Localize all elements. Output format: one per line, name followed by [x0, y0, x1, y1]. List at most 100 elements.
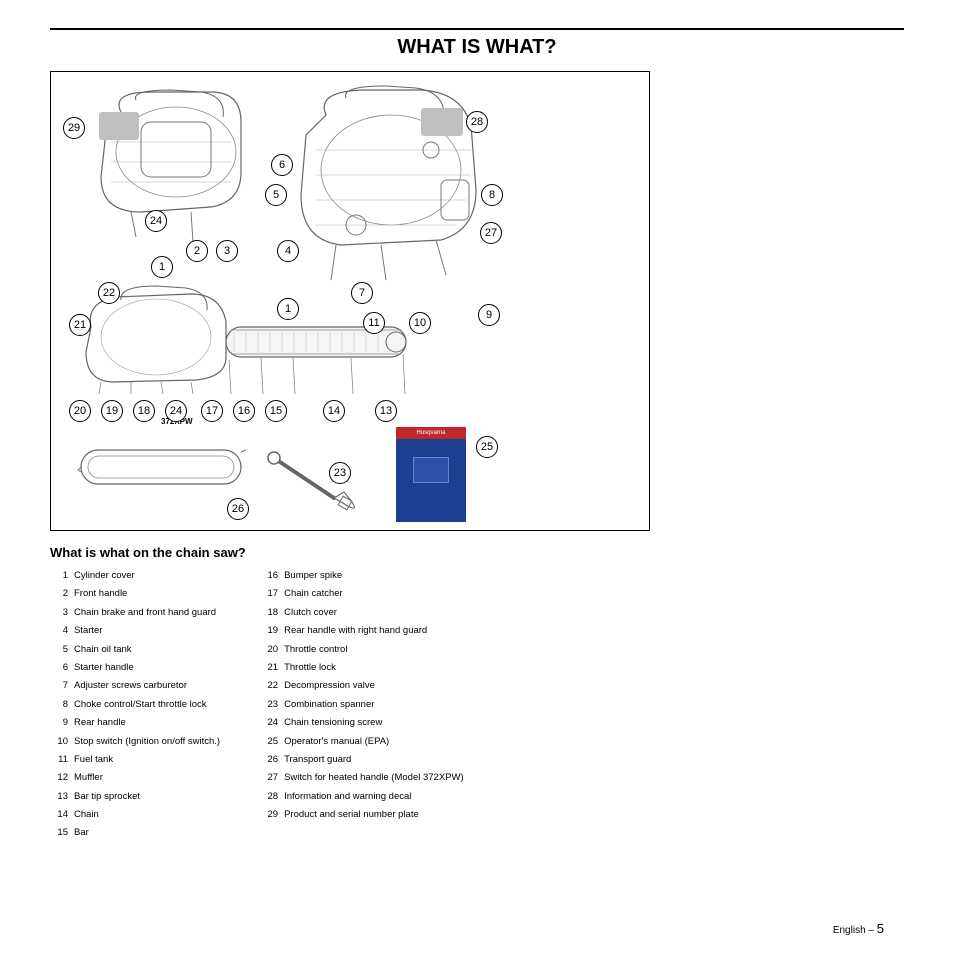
callout-28: 28 [466, 111, 488, 133]
part-label: Muffler [74, 772, 103, 783]
operators-manual-graphic: Husqvarna [396, 427, 466, 522]
part-label: Stop switch (Ignition on/off switch.) [74, 736, 220, 747]
part-row: 16Bumper spike [260, 570, 464, 581]
serial-plate-graphic [99, 112, 139, 140]
part-row: 27Switch for heated handle (Model 372XPW… [260, 772, 464, 783]
callout-14: 14 [323, 400, 345, 422]
manual-brand-stripe: Husqvarna [396, 427, 466, 439]
part-row: 10Stop switch (Ignition on/off switch.) [50, 736, 220, 747]
callout-24: 24 [165, 400, 187, 422]
part-label: Information and warning decal [284, 791, 411, 802]
part-row: 24Chain tensioning screw [260, 717, 464, 728]
part-number: 9 [50, 717, 68, 728]
part-number: 29 [260, 809, 278, 820]
part-number: 22 [260, 680, 278, 691]
part-number: 19 [260, 625, 278, 636]
callout-4: 4 [277, 240, 299, 262]
callout-2: 2 [186, 240, 208, 262]
warning-decal-graphic [421, 108, 463, 136]
part-row: 18 Clutch cover [260, 607, 464, 618]
callout-7: 7 [351, 282, 373, 304]
parts-diagram: 372XPW Husqvarna 29286582427234122711110… [50, 71, 650, 531]
part-label: Choke control/Start throttle lock [74, 699, 207, 710]
part-number: 8 [50, 699, 68, 710]
part-number: 21 [260, 662, 278, 673]
callout-3: 3 [216, 240, 238, 262]
part-number: 1 [50, 570, 68, 581]
part-label: Throttle lock [284, 662, 336, 673]
part-row: 1 Cylinder cover [50, 570, 220, 581]
callout-15: 15 [265, 400, 287, 422]
callout-10: 10 [409, 312, 431, 334]
part-label: Clutch cover [284, 607, 337, 618]
part-label: Cylinder cover [74, 570, 135, 581]
part-label: Transport guard [284, 754, 351, 765]
part-row: 29 Product and serial number plate [260, 809, 464, 820]
part-row: 6 Starter handle [50, 662, 220, 673]
part-label: Starter [74, 625, 103, 636]
callout-29: 29 [63, 117, 85, 139]
part-label: Chain [74, 809, 99, 820]
part-row: 15 Bar [50, 827, 220, 838]
top-rule [50, 28, 904, 30]
part-row: 12 Muffler [50, 772, 220, 783]
callout-8: 8 [481, 184, 503, 206]
part-number: 3 [50, 607, 68, 618]
part-number: 15 [50, 827, 68, 838]
part-row: 17Chain catcher [260, 588, 464, 599]
callout-22: 22 [98, 282, 120, 304]
part-number: 23 [260, 699, 278, 710]
part-number: 7 [50, 680, 68, 691]
part-row: 26 Transport guard [260, 754, 464, 765]
part-number: 5 [50, 644, 68, 655]
part-number: 6 [50, 662, 68, 673]
part-label: Starter handle [74, 662, 134, 673]
part-number: 26 [260, 754, 278, 765]
part-label: Chain oil tank [74, 644, 132, 655]
part-row: 28 Information and warning decal [260, 791, 464, 802]
part-number: 28 [260, 791, 278, 802]
part-row: 7 Adjuster screws carburetor [50, 680, 220, 691]
part-row: 13Bar tip sprocket [50, 791, 220, 802]
part-label: Chain brake and front hand guard [74, 607, 216, 618]
part-label: Product and serial number plate [284, 809, 419, 820]
page-footer: English – 5 [833, 921, 884, 936]
part-number: 14 [50, 809, 68, 820]
section-subtitle: What is what on the chain saw? [50, 545, 904, 560]
part-label: Adjuster screws carburetor [74, 680, 187, 691]
transport-guard-illustration [76, 442, 256, 497]
part-label: Front handle [74, 588, 127, 599]
part-number: 11 [50, 754, 68, 765]
footer-dash: – [868, 925, 876, 936]
part-row: 2 Front handle [50, 588, 220, 599]
callout-6: 6 [271, 154, 293, 176]
callout-1: 1 [151, 256, 173, 278]
part-label: Rear handle with right hand guard [284, 625, 427, 636]
part-number: 12 [50, 772, 68, 783]
part-row: 19 Rear handle with right hand guard [260, 625, 464, 636]
callout-5: 5 [265, 184, 287, 206]
part-label: Bar [74, 827, 89, 838]
part-number: 18 [260, 607, 278, 618]
callout-24: 24 [145, 210, 167, 232]
callout-17: 17 [201, 400, 223, 422]
part-number: 4 [50, 625, 68, 636]
part-label: Combination spanner [284, 699, 374, 710]
callout-27: 27 [480, 222, 502, 244]
callout-11: 11 [363, 312, 385, 334]
part-number: 27 [260, 772, 278, 783]
part-row: 4 Starter [50, 625, 220, 636]
part-row: 23 Combination spanner [260, 699, 464, 710]
part-label: Bumper spike [284, 570, 342, 581]
callout-9: 9 [478, 304, 500, 326]
part-number: 2 [50, 588, 68, 599]
part-row: 8 Choke control/Start throttle lock [50, 699, 220, 710]
part-label: Chain catcher [284, 588, 343, 599]
part-label: Throttle control [284, 644, 347, 655]
part-label: Operator's manual (EPA) [284, 736, 389, 747]
book-icon [413, 457, 449, 483]
callout-18: 18 [133, 400, 155, 422]
chainsaw-with-bar-illustration [71, 272, 441, 402]
callout-13: 13 [375, 400, 397, 422]
part-label: Rear handle [74, 717, 126, 728]
